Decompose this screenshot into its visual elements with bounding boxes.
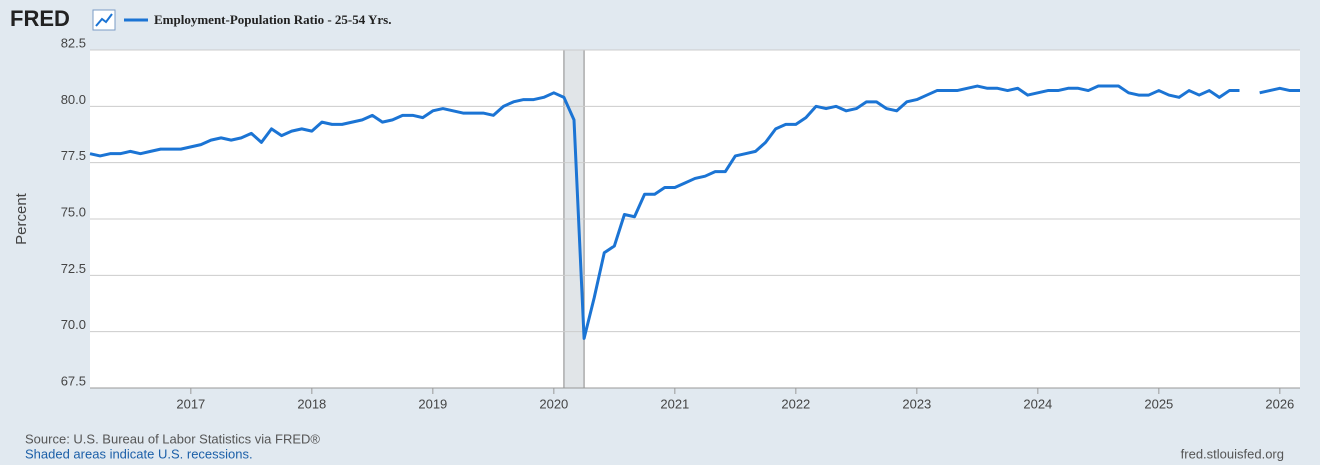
x-tick-label: 2018 [297, 396, 326, 411]
x-tick-label: 2022 [781, 396, 810, 411]
x-tick-label: 2021 [660, 396, 689, 411]
x-tick-label: 2026 [1265, 396, 1294, 411]
x-tick-label: 2020 [539, 396, 568, 411]
source: Source: U.S. Bureau of Labor Statistics … [25, 431, 320, 446]
y-tick-label: 80.0 [61, 92, 86, 107]
y-tick-label: 82.5 [61, 35, 86, 50]
y-tick-label: 70.0 [61, 317, 86, 332]
note: Shaded areas indicate U.S. recessions. [25, 446, 253, 461]
legend-label: Employment-Population Ratio - 25-54 Yrs. [154, 12, 392, 27]
x-tick-label: 2019 [418, 396, 447, 411]
x-tick-label: 2024 [1023, 396, 1052, 411]
x-tick-label: 2025 [1144, 396, 1173, 411]
data-line [89, 84, 1300, 340]
x-tick-label: 2023 [902, 396, 931, 411]
url: fred.stlouisfed.org [1181, 446, 1284, 461]
logo-icon [92, 9, 116, 31]
y-tick-label: 77.5 [61, 148, 86, 163]
y-tick-label: 72.5 [61, 261, 86, 276]
x-tick-label: 2017 [176, 396, 205, 411]
y-axis-label: Percent [13, 192, 30, 245]
y-tick-label: 75.0 [61, 204, 86, 219]
logo: FRED [10, 6, 70, 31]
y-tick-label: 67.5 [61, 373, 86, 388]
